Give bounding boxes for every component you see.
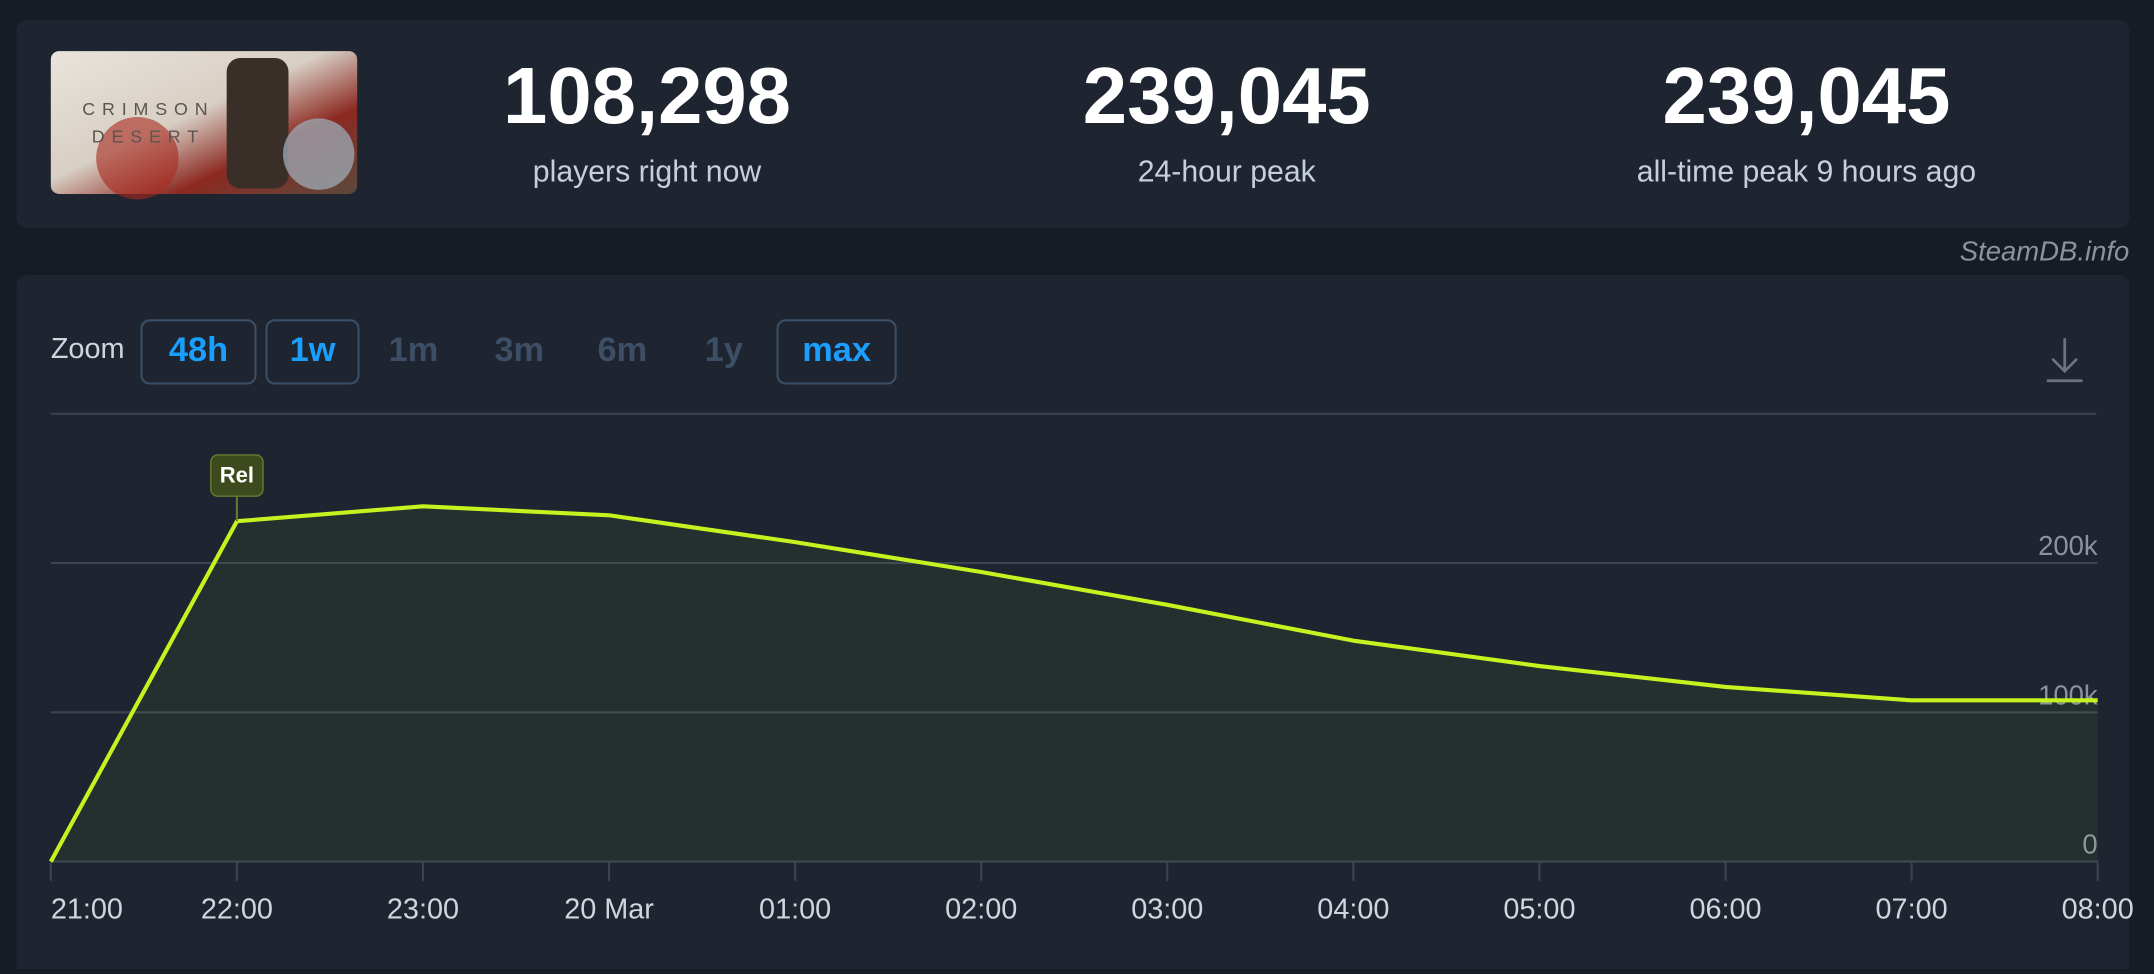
x-tick-label: 22:00 (201, 894, 273, 926)
zoom-button-label: 6m (597, 331, 647, 369)
x-tick-label: 03:00 (1131, 894, 1203, 926)
annotation-label: Rel (220, 463, 254, 488)
plot: 0 100k 200k 21:00 22:00 23:00 20 Mar 01:00 02:00… (49, 454, 2134, 926)
stat-value: 108,298 (503, 51, 791, 140)
y-tick-label: 100k (2038, 679, 2098, 710)
download-button[interactable] (2046, 338, 2083, 383)
zoom-button[interactable]: max (776, 319, 897, 385)
stat-label: 24-hour peak (1138, 155, 1317, 188)
stats-panel (16, 19, 2130, 229)
y-tick-label: 200k (2038, 530, 2098, 561)
x-tick-label: 02:00 (945, 894, 1017, 926)
thumbnail-logo: CRIMSON (82, 99, 214, 119)
thumbnail-logo: DESERT (92, 126, 205, 146)
stat-value: 239,045 (1083, 51, 1371, 140)
zoom-button-border (265, 319, 360, 385)
zoom-button: 6m (597, 331, 647, 369)
x-tick-label: 20 Mar (564, 894, 654, 926)
x-tick-label: 04:00 (1317, 894, 1389, 926)
annotation[interactable]: Rel (210, 454, 264, 522)
x-tick-label: 05:00 (1503, 894, 1575, 926)
watermark: SteamDB.info (1960, 235, 2129, 266)
zoom-button[interactable]: 1w (265, 319, 360, 385)
annotation-box (210, 454, 264, 497)
x-tick-label: 06:00 (1689, 894, 1761, 926)
zoom-button-label: 3m (494, 331, 544, 369)
x-tick-label: 07:00 (1876, 894, 1948, 926)
zoom-button-label: 48h (169, 331, 228, 369)
download-icon (2051, 357, 2079, 374)
zoom-button: 1y (705, 331, 743, 369)
zoom-button-label: 1y (705, 331, 743, 369)
x-tick-label: 21:00 (51, 894, 123, 926)
y-tick-label: 0 (2082, 829, 2097, 860)
zoom-button: 1m (389, 331, 439, 369)
zoom-button-border (140, 319, 257, 385)
zoom-button-border (776, 319, 897, 385)
area (50, 506, 2098, 862)
stat-label: players right now (533, 155, 762, 188)
zoom-button-label: 1m (389, 331, 439, 369)
game-thumbnail[interactable]: CRIMSON DESERT (50, 51, 358, 200)
x-tick-label: 01:00 (759, 894, 831, 926)
zoom-button[interactable]: 48h (140, 319, 257, 385)
line (49, 504, 2098, 863)
zoom-buttons: 48h 1w 1m 3m 6m 1y max (140, 319, 897, 385)
x-tick-label: 08:00 (2062, 894, 2134, 926)
thumbnail-figure (226, 57, 289, 189)
zoom-button-label: 1w (290, 331, 336, 369)
x-tick-label: 23:00 (387, 894, 459, 926)
chart-panel (16, 275, 2130, 974)
thumbnail-shield (282, 118, 355, 190)
stat-value: 239,045 (1662, 51, 1950, 140)
thumbnail-splash (96, 117, 179, 200)
stats: 108,298 players right now 239,045 24-hour p… (503, 51, 1976, 188)
zoom-label: Zoom (51, 333, 125, 365)
zoom-button: 3m (494, 331, 544, 369)
stat-label: all-time peak 9 hours ago (1637, 155, 1976, 188)
zoom-button-label: max (802, 331, 871, 369)
